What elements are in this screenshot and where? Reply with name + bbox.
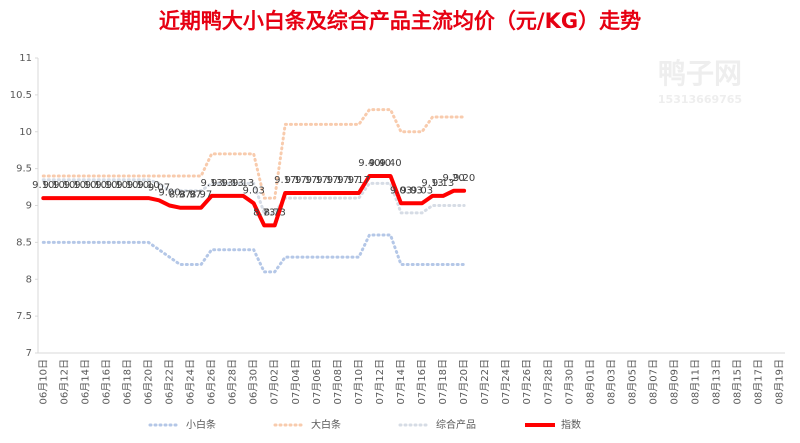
data-label: 9.10 <box>43 180 65 191</box>
x-tick-label: 07月22日 <box>479 359 491 404</box>
x-tick-label: 08月05日 <box>626 359 638 404</box>
data-label: 9.20 <box>442 173 464 184</box>
x-tick-label: 06月14日 <box>79 359 91 404</box>
data-label: 9.13 <box>211 178 233 189</box>
x-tick-label: 06月20日 <box>142 359 154 404</box>
data-label: 9.03 <box>411 185 433 196</box>
x-tick-label: 07月30日 <box>563 359 575 404</box>
data-label: 9.10 <box>106 180 128 191</box>
legend-label: 大白条 <box>311 418 341 431</box>
watermark: 鸭子网 <box>658 57 742 90</box>
x-tick-label: 08月11日 <box>690 359 702 404</box>
data-label: 9.17 <box>306 175 328 186</box>
data-label: 9.13 <box>200 178 222 189</box>
x-tick-label: 07月20日 <box>458 359 470 404</box>
x-tick-label: 06月22日 <box>164 359 176 404</box>
data-label: 9.17 <box>295 175 317 186</box>
x-tick-label: 07月16日 <box>416 359 428 404</box>
watermark: 15313669765 <box>658 93 742 106</box>
data-label: 9.10 <box>64 180 86 191</box>
legend-label: 小白条 <box>186 418 216 431</box>
y-tick-label: 8 <box>26 274 32 285</box>
y-tick-label: 7.5 <box>16 311 32 322</box>
data-label: 9.20 <box>453 173 475 184</box>
data-label: 9.17 <box>327 175 349 186</box>
data-label: 9.13 <box>222 178 244 189</box>
data-label: 9.13 <box>432 178 454 189</box>
x-tick-label: 06月28日 <box>227 359 239 404</box>
x-tick-label: 07月02日 <box>269 359 281 404</box>
y-tick-label: 10.5 <box>10 90 32 101</box>
data-label: 9.10 <box>74 180 96 191</box>
data-label: 8.97 <box>179 190 201 201</box>
x-tick-label: 08月09日 <box>669 359 681 404</box>
data-label: 9.17 <box>348 175 370 186</box>
data-label: 8.97 <box>169 190 191 201</box>
x-tick-label: 06月16日 <box>100 359 112 404</box>
x-tick-label: 08月01日 <box>584 359 596 404</box>
data-label: 9.03 <box>390 185 412 196</box>
x-tick-label: 08月13日 <box>711 359 723 404</box>
data-label: 9.40 <box>358 158 380 169</box>
data-label: 9.10 <box>127 180 149 191</box>
data-label: 9.17 <box>316 175 338 186</box>
x-tick-label: 08月07日 <box>647 359 659 404</box>
legend-label: 指数 <box>561 418 581 431</box>
x-tick-label: 07月14日 <box>395 359 407 404</box>
x-tick-label: 08月17日 <box>753 359 765 404</box>
x-tick-label: 06月30日 <box>248 359 260 404</box>
data-label: 9.40 <box>369 158 391 169</box>
x-tick-label: 07月04日 <box>290 359 302 404</box>
data-label: 9.10 <box>32 180 54 191</box>
x-tick-label: 08月19日 <box>774 359 786 404</box>
data-label: 9.00 <box>158 188 180 199</box>
data-label: 9.10 <box>53 180 75 191</box>
x-tick-label: 06月26日 <box>206 359 218 404</box>
data-label: 9.10 <box>116 180 138 191</box>
series-line <box>41 174 467 228</box>
y-tick-label: 9 <box>26 201 32 212</box>
y-tick-label: 10 <box>19 127 32 138</box>
y-tick-label: 8.5 <box>16 237 32 248</box>
y-tick-label: 9.5 <box>16 164 32 175</box>
data-label: 9.10 <box>95 180 117 191</box>
data-label: 9.07 <box>148 182 170 193</box>
x-tick-label: 07月18日 <box>437 359 449 404</box>
x-tick-label: 07月28日 <box>542 359 554 404</box>
data-label: 9.10 <box>85 180 107 191</box>
y-tick-label: 7 <box>26 348 32 359</box>
x-tick-label: 06月12日 <box>58 359 70 404</box>
x-tick-label: 07月08日 <box>332 359 344 404</box>
data-label: 8.73 <box>253 207 275 218</box>
x-tick-label: 08月03日 <box>605 359 617 404</box>
x-tick-label: 06月18日 <box>121 359 133 404</box>
series-line <box>41 178 466 215</box>
series-line <box>41 233 466 274</box>
series-line <box>41 108 466 200</box>
data-label: 9.17 <box>337 175 359 186</box>
x-tick-label: 07月06日 <box>311 359 323 404</box>
y-tick-label: 11 <box>19 53 32 64</box>
legend-label: 综合产品 <box>436 418 476 431</box>
data-label: 8.97 <box>190 190 212 201</box>
data-label: 9.40 <box>379 158 401 169</box>
x-tick-label: 06月24日 <box>185 359 197 404</box>
data-label: 9.17 <box>285 175 307 186</box>
data-label: 9.13 <box>232 178 254 189</box>
x-tick-label: 07月12日 <box>374 359 386 404</box>
data-label: 9.10 <box>137 180 159 191</box>
data-label: 9.13 <box>421 178 443 189</box>
x-tick-label: 07月24日 <box>500 359 512 404</box>
data-label: 9.03 <box>400 185 422 196</box>
data-label: 9.03 <box>243 185 265 196</box>
x-tick-label: 07月26日 <box>521 359 533 404</box>
x-tick-label: 06月10日 <box>37 359 49 404</box>
x-tick-label: 07月10日 <box>353 359 365 404</box>
x-tick-label: 08月15日 <box>732 359 744 404</box>
data-label: 8.73 <box>264 207 286 218</box>
data-label: 9.17 <box>274 175 296 186</box>
chart-title: 近期鸭大小白条及综合产品主流均价（元/KG）走势 <box>159 9 641 33</box>
